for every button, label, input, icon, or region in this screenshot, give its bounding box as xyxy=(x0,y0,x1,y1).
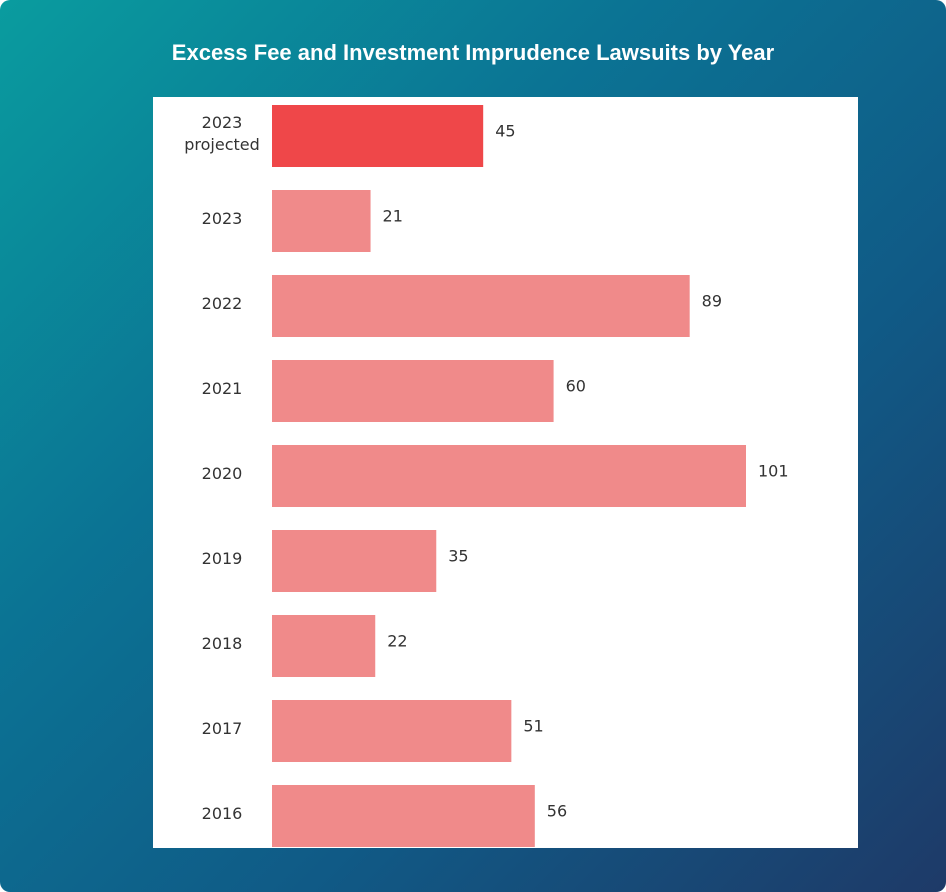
value-label: 35 xyxy=(448,547,468,566)
value-label: 45 xyxy=(495,122,515,141)
chart-title: Excess Fee and Investment Imprudence Law… xyxy=(171,40,775,65)
category-label: 2022 xyxy=(201,294,243,313)
value-label: 21 xyxy=(383,207,403,226)
bar xyxy=(272,445,746,507)
category-label: 2017 xyxy=(201,719,243,738)
chart-panel: 45 21 89 60 101 35 22 51 56 2023 projected 2023 20… xyxy=(153,97,858,848)
category-label: 2021 xyxy=(201,379,243,398)
bar xyxy=(272,700,512,762)
value-label: 51 xyxy=(523,717,543,736)
value-label: 56 xyxy=(547,802,567,821)
value-label: 89 xyxy=(702,292,722,311)
category-label: 2020 xyxy=(201,464,243,483)
category-label: 2023 projected xyxy=(184,113,260,154)
value-label: 22 xyxy=(387,632,407,651)
bar xyxy=(272,615,376,677)
category-label: 2023 xyxy=(201,209,243,228)
bar xyxy=(272,275,690,337)
category-label: 2018 xyxy=(201,634,243,653)
bar xyxy=(272,105,484,167)
bar xyxy=(272,360,554,422)
category-label: 2016 xyxy=(201,804,243,823)
value-label: 101 xyxy=(758,462,789,481)
chart: 45 21 89 60 101 35 22 51 56 xyxy=(272,105,789,847)
bar xyxy=(272,190,371,252)
value-label: 60 xyxy=(566,377,586,396)
category-label: 2019 xyxy=(201,549,243,568)
bar xyxy=(272,785,535,847)
bar xyxy=(272,530,437,592)
